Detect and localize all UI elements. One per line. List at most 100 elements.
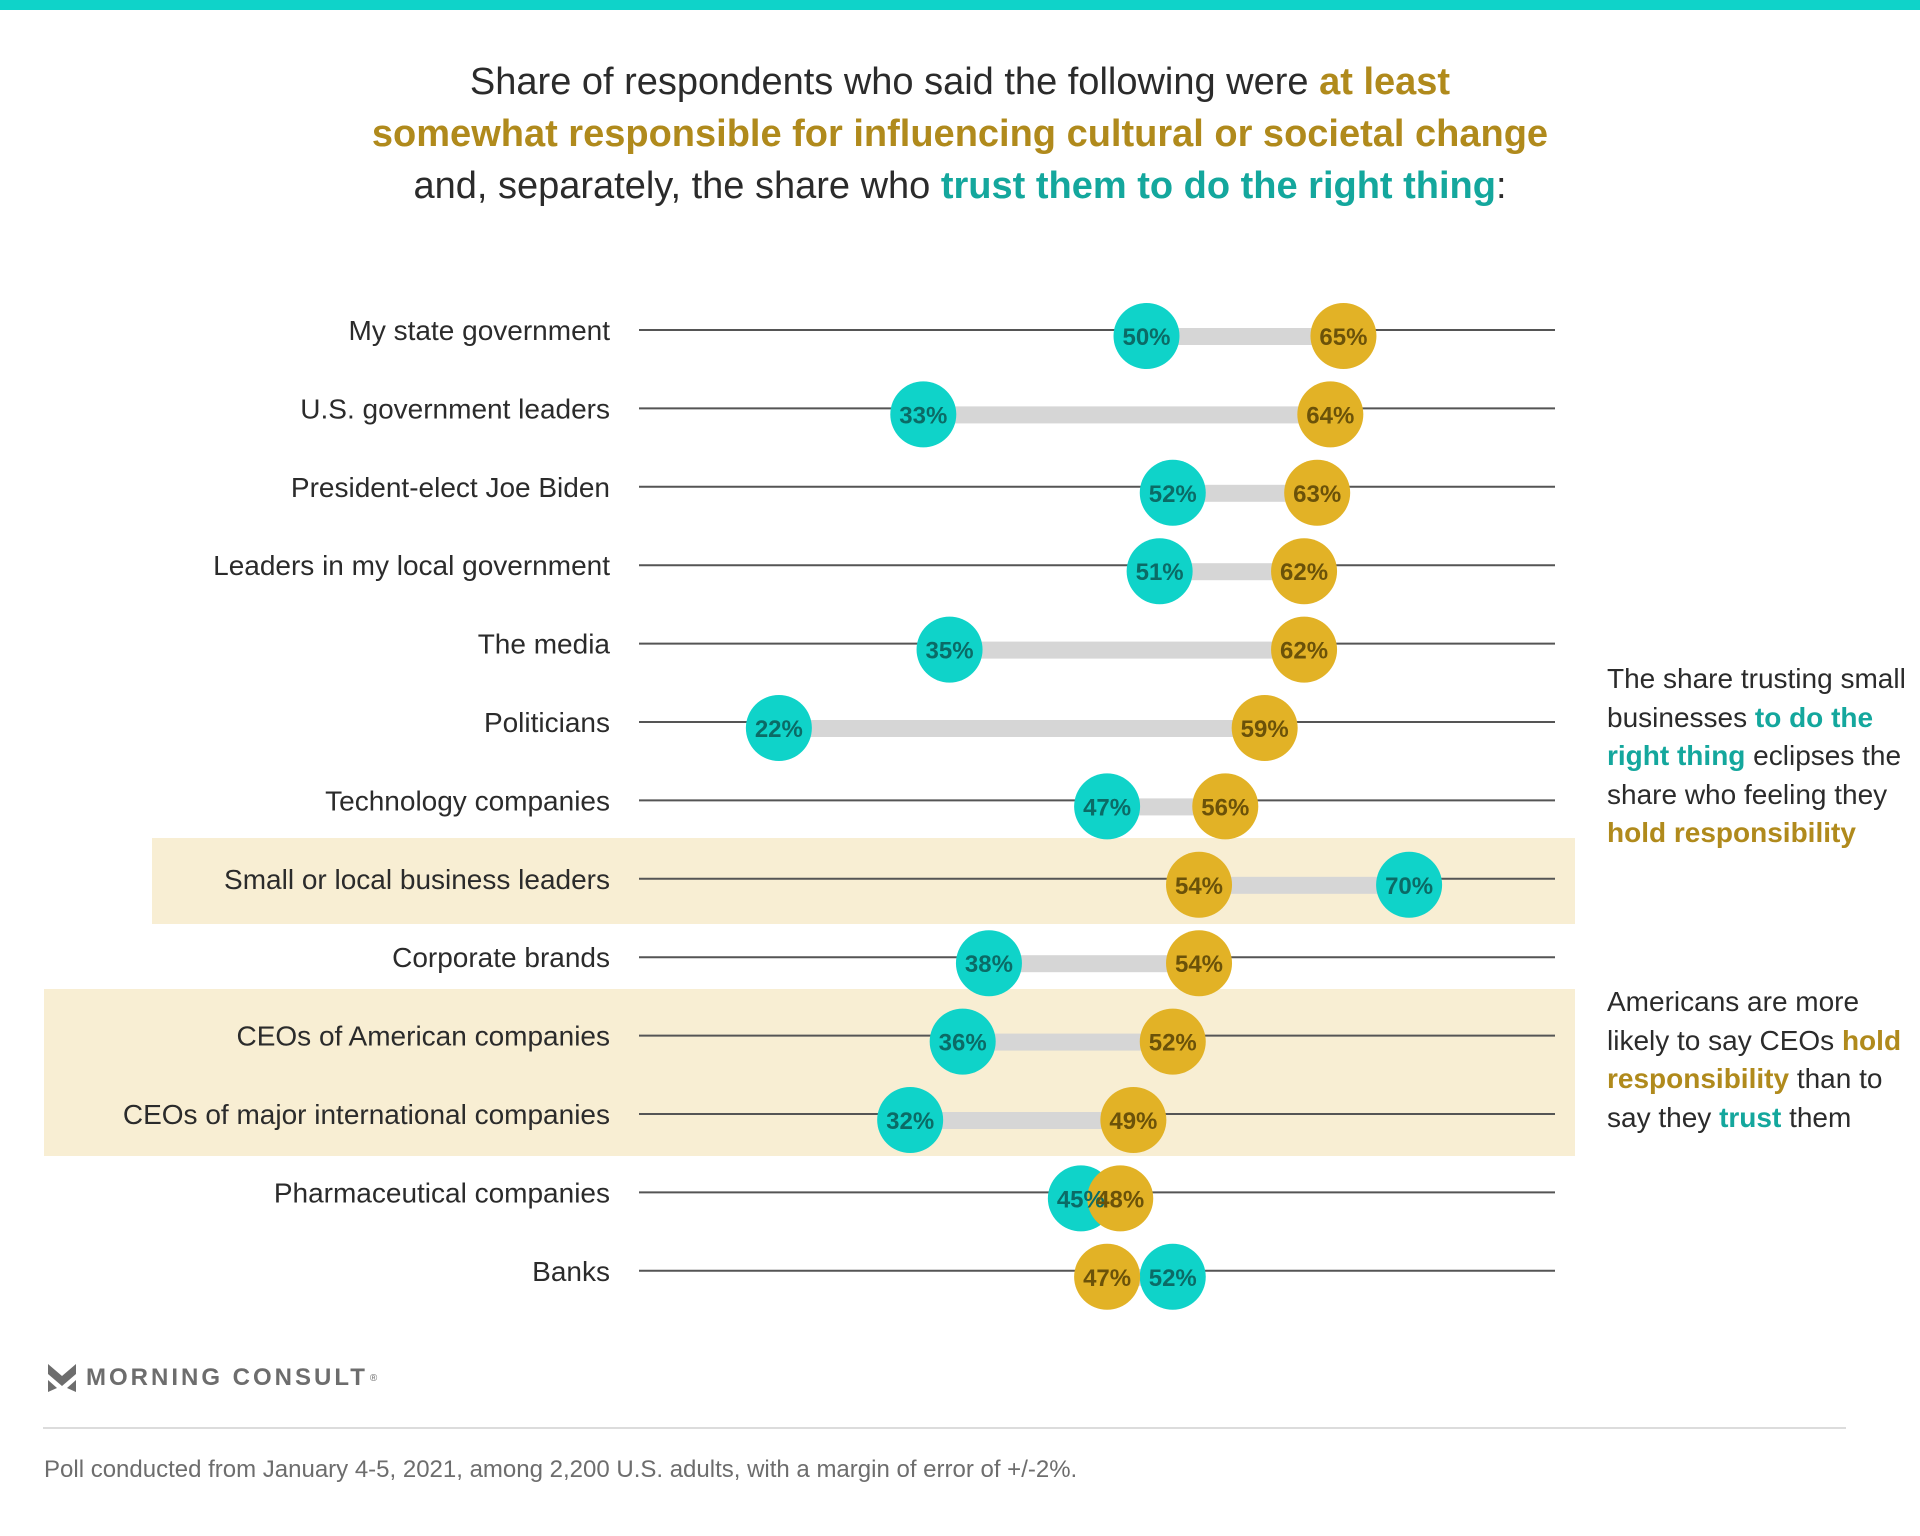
trust-dot [1376, 851, 1443, 918]
trust-dot-label: 70% [1385, 873, 1433, 900]
annotation-1-part-3: trust [1719, 1101, 1782, 1133]
dumbbell-connector [923, 406, 1331, 424]
row-label: Pharmaceutical companies [274, 1177, 610, 1208]
row-label: The media [478, 629, 611, 660]
dumbbell-connector [988, 955, 1200, 973]
row-label: Politicians [484, 707, 610, 738]
annotation-1-part-2: than to say they [1607, 1063, 1883, 1133]
dumbbell-connector [1199, 876, 1410, 894]
logo-text: MORNING CONSULT [86, 1364, 368, 1391]
row-label: President-elect Joe Biden [291, 472, 610, 503]
trust-dot-label: 52% [1149, 1265, 1197, 1292]
highlight-band-ceos [44, 989, 1575, 1156]
morning-consult-logo: MORNING CONSULT ® [48, 1364, 377, 1392]
responsible-dot-label: 59% [1241, 716, 1289, 743]
registered-mark: ® [369, 1372, 378, 1384]
trust-dot-label: 36% [939, 1030, 987, 1057]
row-label: CEOs of major international companies [123, 1099, 610, 1130]
top-accent-bar [0, 0, 1920, 10]
annotation-small-business: The share trusting small businesses to d… [1607, 660, 1907, 853]
responsible-dot-label: 62% [1280, 638, 1328, 665]
trust-dot-label: 52% [1149, 481, 1197, 508]
responsible-dot [1139, 1008, 1206, 1075]
responsible-dot-label: 65% [1319, 324, 1367, 351]
responsible-dot [1310, 303, 1377, 369]
trust-dot-label: 32% [886, 1108, 934, 1135]
trust-dot [955, 930, 1022, 997]
trust-dot-label: 47% [1083, 794, 1131, 821]
dumbbell-connector [1172, 484, 1318, 502]
dumbbell-connector [1159, 563, 1305, 581]
annotation-0-part-1: to do the right thing [1607, 701, 1874, 772]
row-label: My state government [349, 315, 611, 346]
dumbbell-connector [778, 720, 1265, 737]
responsible-dot-label: 48% [1096, 1186, 1144, 1213]
title-line3-highlight: trust them to do the right thing [940, 165, 1496, 207]
trust-dot [1139, 459, 1206, 526]
responsible-dot [1166, 851, 1233, 918]
row-label: Small or local business leaders [224, 864, 610, 895]
footer-divider [43, 1427, 1846, 1429]
row-label: Leaders in my local government [213, 550, 610, 581]
annotation-ceos: Americans are more likely to say CEOs ho… [1607, 983, 1907, 1137]
trust-dot [890, 381, 957, 448]
morning-consult-logo-icon [48, 1364, 76, 1392]
responsible-dot-label: 56% [1201, 794, 1249, 821]
trust-dot [916, 616, 983, 683]
responsible-dot [1271, 538, 1338, 605]
responsible-dot-label: 63% [1293, 481, 1341, 508]
trust-dot [745, 695, 812, 761]
footnote: Poll conducted from January 4-5, 2021, a… [44, 1456, 1078, 1483]
title-line2-highlight: somewhat responsible for influencing cul… [371, 113, 1549, 155]
trust-dot [1139, 1243, 1206, 1310]
annotation-1-part-1: hold responsibility [1607, 1024, 1902, 1095]
responsible-dot [1074, 1243, 1141, 1310]
title-line3: and, separately, the share who [413, 165, 941, 207]
responsible-dot-label: 47% [1083, 1265, 1131, 1292]
annotation-0-part-3: hold responsibility [1607, 817, 1856, 848]
row-label: U.S. government leaders [300, 393, 610, 424]
responsible-dot [1166, 930, 1233, 997]
trust-dot-label: 35% [926, 638, 974, 665]
row-label: CEOs of American companies [237, 1021, 611, 1052]
trust-dot [1126, 538, 1193, 605]
responsible-dot [1271, 616, 1338, 683]
chart-title: Share of respondents who said the follow… [0, 56, 1920, 212]
trust-dot-label: 51% [1136, 559, 1184, 586]
trust-dot-label: 33% [899, 402, 947, 429]
dumbbell-connector [910, 1112, 1134, 1129]
trust-dot-label: 45% [1057, 1186, 1105, 1213]
annotation-1-part-4: them [1781, 1101, 1852, 1133]
responsible-dot [1087, 1165, 1154, 1232]
responsible-dot-label: 52% [1149, 1030, 1197, 1057]
responsible-dot-label: 49% [1109, 1108, 1157, 1135]
row-label: Banks [532, 1256, 610, 1287]
trust-dot-label: 38% [965, 951, 1013, 978]
row-label: Corporate brands [392, 942, 610, 973]
trust-dot [1113, 303, 1180, 369]
dumbbell-connector [1146, 328, 1344, 345]
trust-dot [877, 1087, 944, 1153]
annotation-0-part-2: eclipses the share who feeling they [1607, 740, 1902, 810]
responsible-dot-label: 62% [1280, 559, 1328, 586]
responsible-dot-label: 64% [1306, 402, 1354, 429]
dumbbell-connector [962, 1033, 1173, 1051]
responsible-dot [1100, 1087, 1167, 1153]
trust-dot-label: 50% [1122, 324, 1170, 351]
responsible-dot [1284, 459, 1351, 526]
responsible-dot [1192, 773, 1259, 840]
trust-dot-label: 22% [755, 716, 803, 743]
responsible-dot [1231, 695, 1298, 761]
annotation-0-part-0: The share trusting small businesses [1607, 663, 1906, 733]
dumbbell-connector [949, 641, 1305, 659]
responsible-dot-label: 54% [1175, 951, 1223, 978]
title-line1-highlight: at least [1319, 61, 1451, 103]
title-line3-end: : [1495, 165, 1507, 207]
trust-dot [1074, 773, 1141, 840]
responsible-dot [1297, 381, 1364, 448]
annotation-1-part-0: Americans are more likely to say CEOs [1607, 986, 1860, 1056]
trust-dot [929, 1008, 996, 1075]
responsible-dot-label: 54% [1175, 873, 1223, 900]
title-line1: Share of respondents who said the follow… [469, 61, 1320, 103]
